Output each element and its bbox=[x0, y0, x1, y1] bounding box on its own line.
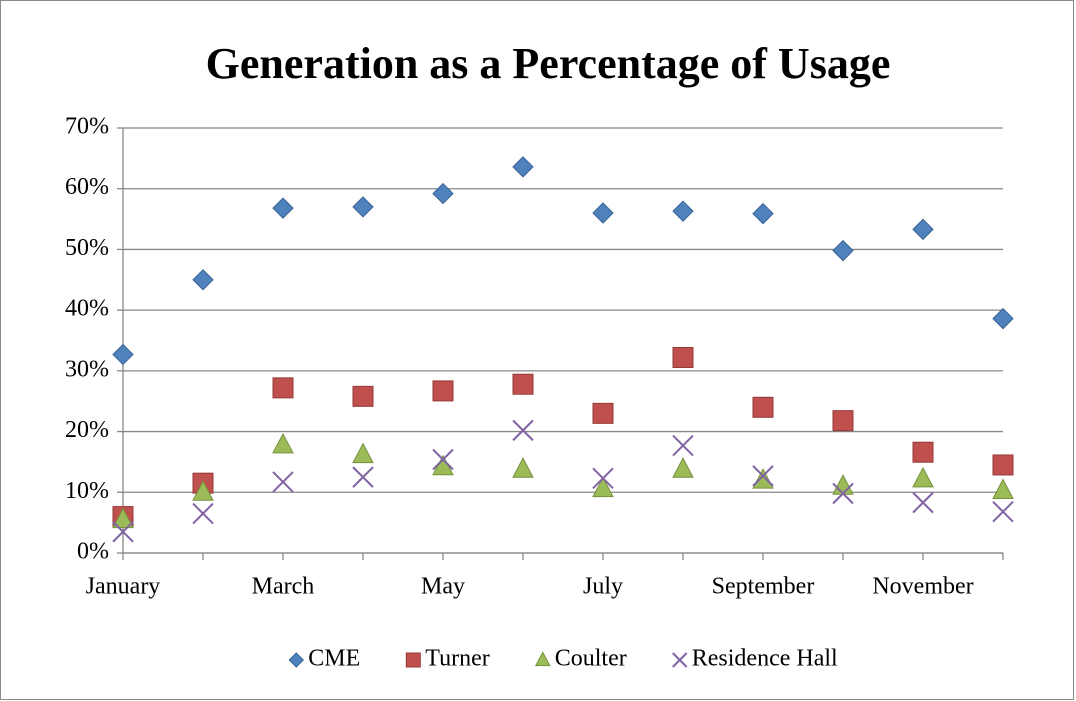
point bbox=[512, 457, 534, 478]
x-tick-label: September bbox=[712, 574, 815, 600]
point bbox=[352, 196, 374, 218]
point bbox=[832, 410, 854, 432]
point bbox=[352, 385, 374, 407]
legend-label: Residence Hall bbox=[692, 646, 838, 672]
point bbox=[592, 402, 614, 424]
point bbox=[912, 491, 934, 514]
point bbox=[832, 239, 854, 262]
point bbox=[192, 480, 214, 501]
point bbox=[432, 448, 454, 471]
x-tick-label: May bbox=[421, 574, 465, 600]
point bbox=[752, 465, 774, 487]
point bbox=[112, 343, 134, 366]
y-tick-label: 10% bbox=[65, 478, 109, 504]
point bbox=[352, 442, 374, 464]
point bbox=[992, 307, 1014, 330]
point bbox=[752, 202, 774, 225]
point bbox=[992, 478, 1014, 499]
x-tick-label: March bbox=[252, 574, 315, 600]
point bbox=[672, 347, 694, 368]
point bbox=[912, 441, 934, 463]
point bbox=[992, 501, 1014, 523]
y-tick-label: 60% bbox=[65, 174, 109, 200]
point bbox=[352, 466, 374, 488]
y-tick-label: 0% bbox=[77, 539, 109, 565]
point bbox=[512, 419, 534, 442]
point bbox=[112, 521, 134, 543]
point bbox=[912, 218, 934, 241]
y-tick-label: 30% bbox=[65, 356, 109, 382]
legend-marker bbox=[534, 651, 551, 667]
point bbox=[832, 482, 854, 505]
point bbox=[432, 380, 454, 402]
legend-marker bbox=[288, 652, 304, 668]
legend-label: Coulter bbox=[555, 646, 627, 672]
x-tick-label: July bbox=[583, 574, 623, 600]
point bbox=[672, 457, 694, 478]
point bbox=[112, 507, 134, 529]
chart-title: Generation as a Percentage of Usage bbox=[206, 39, 891, 88]
point bbox=[272, 432, 294, 454]
point bbox=[192, 269, 214, 291]
y-tick-label: 20% bbox=[65, 417, 109, 443]
point bbox=[272, 197, 294, 219]
y-tick-label: 40% bbox=[65, 296, 109, 322]
point bbox=[752, 468, 774, 489]
x-tick-label: January bbox=[86, 574, 161, 600]
point bbox=[272, 377, 294, 399]
legend-label: Turner bbox=[425, 646, 489, 672]
point bbox=[432, 182, 454, 205]
point bbox=[912, 466, 934, 488]
point bbox=[752, 396, 774, 418]
x-tick-label: November bbox=[872, 574, 973, 600]
legend-label: CME bbox=[308, 646, 360, 672]
y-tick-label: 50% bbox=[65, 235, 109, 261]
point bbox=[592, 476, 614, 498]
y-tick-label: 70% bbox=[65, 114, 109, 140]
legend-marker bbox=[672, 652, 688, 668]
point bbox=[512, 373, 534, 395]
point bbox=[592, 467, 614, 490]
point bbox=[272, 471, 294, 493]
point bbox=[672, 434, 694, 457]
legend: CME Turner Coulter Residence Hall bbox=[288, 646, 838, 672]
legend-marker bbox=[405, 652, 421, 668]
point bbox=[592, 202, 614, 224]
point bbox=[672, 200, 694, 222]
point bbox=[512, 156, 534, 178]
point bbox=[192, 502, 214, 525]
point bbox=[992, 454, 1014, 476]
